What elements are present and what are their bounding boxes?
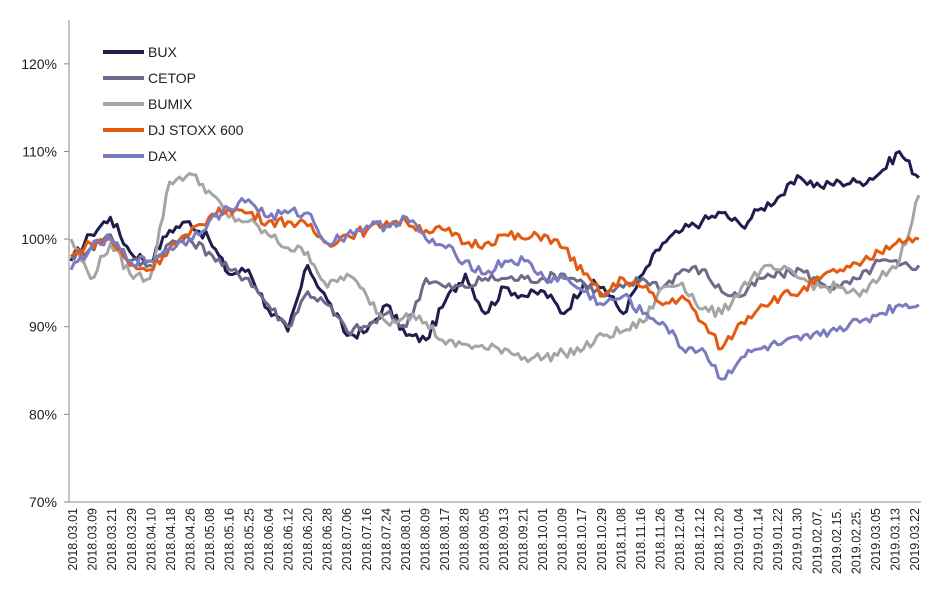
series-lines	[69, 150, 921, 381]
x-tick-label: 2018.06.20	[301, 508, 315, 571]
x-tick-label: 2018.08.01	[399, 508, 413, 571]
legend-label: BUMIX	[148, 96, 193, 112]
x-tick-label: 2018.03.01	[66, 508, 80, 571]
series-line-cetop	[70, 233, 921, 337]
y-tick-label: 90%	[29, 319, 57, 335]
x-tick-label: 2019.02.25.	[849, 508, 863, 574]
x-tick-label: 2019.01.14	[752, 508, 766, 571]
series-line-dax	[69, 197, 920, 381]
series-line-bumix	[69, 171, 921, 364]
x-tick-label: 2018.06.12	[281, 508, 295, 571]
x-tick-label: 2018.03.21	[105, 508, 119, 571]
x-tick-label: 2019.01.30	[791, 508, 805, 571]
y-tick-label: 120%	[21, 56, 57, 72]
x-ticks: 2018.03.01 2018.03.09 2018.03.21 2018.03.29…	[66, 508, 922, 574]
x-tick-label: 2018.12.20	[712, 508, 726, 571]
series-line-bux	[69, 150, 920, 344]
x-tick-label: 2018.12.12	[693, 508, 707, 571]
x-tick-label: 2018.11.26	[654, 508, 668, 570]
x-tick-label: 2018.05.25	[242, 508, 256, 571]
x-tick-label: 2018.03.29	[125, 508, 139, 571]
x-tick-label: 2018.06.04	[262, 508, 276, 571]
x-tick-label: 2019.02.07.	[810, 508, 824, 574]
x-tick-label: 2018.07.06	[340, 508, 354, 571]
x-tick-label: 2019.01.04	[732, 508, 746, 571]
y-tick-label: 100%	[21, 231, 57, 247]
x-tick-label: 2018.08.09	[419, 508, 433, 571]
legend-label: DJ STOXX 600	[148, 122, 244, 138]
y-tick-label: 110%	[22, 143, 57, 159]
x-tick-label: 2018.04.26	[184, 508, 198, 571]
x-tick-label: 2018.11.16	[634, 508, 648, 570]
y-ticks: 120% 110% 100% 90% 80% 70%	[21, 56, 69, 510]
x-tick-label: 2018.03.09	[86, 508, 100, 571]
x-tick-label: 2018.12.04	[673, 508, 687, 571]
x-tick-label: 2018.10.01	[536, 508, 550, 571]
x-tick-label: 2018.06.28	[321, 508, 335, 571]
legend-label: BUX	[148, 44, 177, 60]
x-tick-label: 2018.08.28	[458, 508, 472, 571]
x-tick-label: 2018.10.29	[595, 508, 609, 571]
x-tick-label: 2018.11.08	[614, 508, 628, 570]
legend: BUX CETOP BUMIX DJ STOXX 600 DAX	[103, 44, 244, 164]
x-tick-label: 2018.10.09	[556, 508, 570, 571]
x-tick-label: 2018.07.24	[379, 508, 393, 571]
x-tick-label: 2018.04.18	[164, 508, 178, 571]
x-tick-label: 2019.03.22	[908, 508, 922, 571]
y-tick-label: 70%	[29, 494, 57, 510]
legend-label: CETOP	[148, 70, 196, 86]
x-tick-label: 2018.04.10	[144, 508, 158, 571]
x-tick-label: 2018.09.05	[477, 508, 491, 571]
x-tick-label: 2019.02.15.	[830, 508, 844, 574]
x-tick-label: 2018.09.21	[516, 508, 530, 571]
y-axis: 120% 110% 100% 90% 80% 70%	[21, 20, 921, 510]
x-tick-label: 2018.05.08	[203, 508, 217, 571]
x-tick-label: 2019.03.13	[889, 508, 903, 571]
series-line-dj-stoxx-600	[69, 206, 920, 351]
x-tick-label: 2018.10.17	[575, 508, 589, 571]
y-tick-label: 80%	[29, 406, 57, 422]
legend-label: DAX	[148, 148, 177, 164]
x-tick-label: 2018.09.13	[497, 508, 511, 571]
x-tick-label: 2019.01.22	[771, 508, 785, 571]
x-tick-label: 2018.07.16	[360, 508, 374, 571]
x-tick-label: 2018.05.16	[223, 508, 237, 571]
x-tick-label: 2019.03.05	[869, 508, 883, 571]
x-tick-label: 2018.08.17	[438, 508, 452, 571]
